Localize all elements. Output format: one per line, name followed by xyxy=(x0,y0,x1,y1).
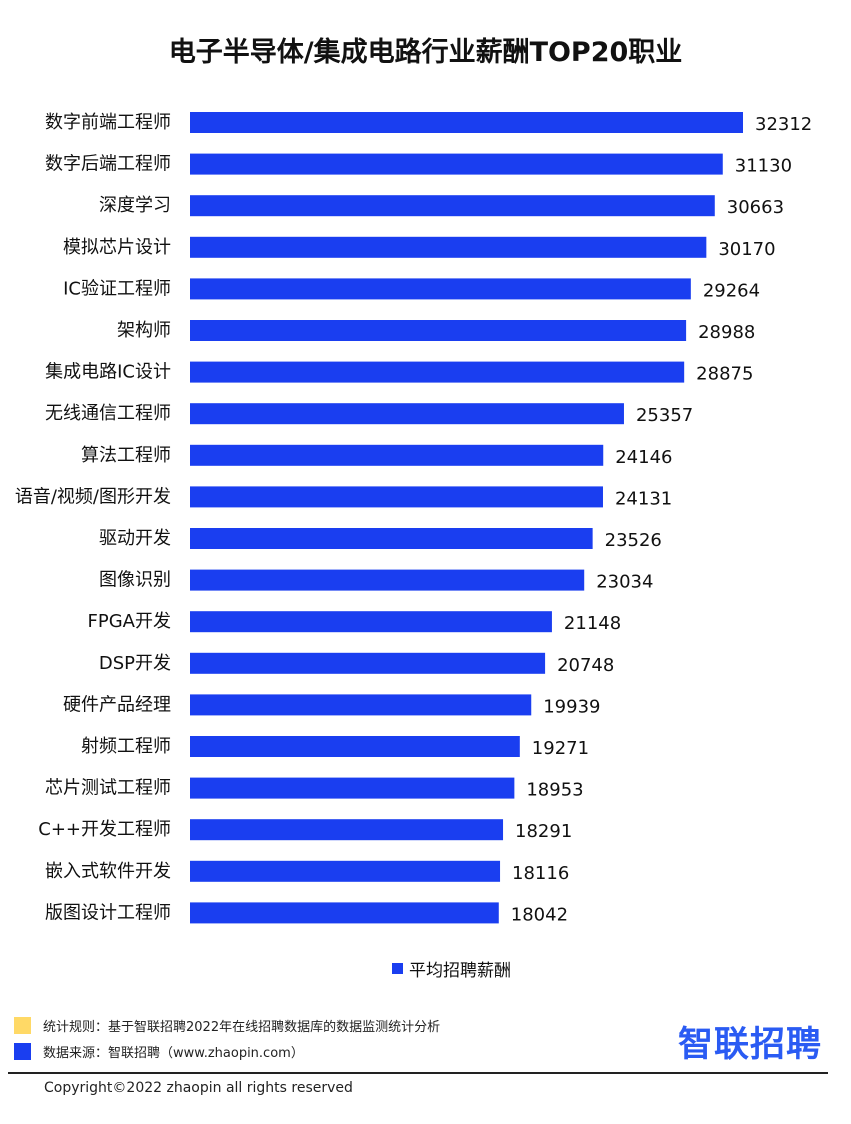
category-label: IC验证工程师 xyxy=(63,278,171,299)
category-label: 硬件产品经理 xyxy=(63,694,171,715)
category-label: 数字前端工程师 xyxy=(45,112,171,133)
category-label: 算法工程师 xyxy=(81,445,171,466)
bar xyxy=(190,486,603,508)
note-source-marker xyxy=(14,1043,31,1060)
category-label: 芯片测试工程师 xyxy=(45,778,171,799)
category-label: 语音/视频/图形开发 xyxy=(15,486,171,507)
data-label: 32312 xyxy=(755,114,812,135)
brand-logo: 智联招聘 xyxy=(678,1025,823,1065)
category-label: 架构师 xyxy=(117,320,171,341)
data-label: 24146 xyxy=(615,447,672,468)
legend: 平均招聘薪酬 xyxy=(392,956,511,981)
bar xyxy=(190,611,552,633)
data-label: 19271 xyxy=(532,738,589,759)
bar xyxy=(190,236,707,258)
bar xyxy=(190,195,715,217)
bar xyxy=(190,777,515,799)
bar xyxy=(190,819,504,841)
bar xyxy=(190,569,585,591)
category-label: 嵌入式软件开发 xyxy=(45,861,171,882)
category-label: 模拟芯片设计 xyxy=(63,237,171,258)
category-label: 版图设计工程师 xyxy=(45,902,171,923)
bar xyxy=(190,528,593,549)
bar xyxy=(190,902,499,924)
category-label: 深度学习 xyxy=(99,195,171,216)
data-label: 25357 xyxy=(636,405,693,426)
copyright-text: Copyright©2022 zhaopin all rights reserv… xyxy=(44,1080,353,1096)
legend-swatch xyxy=(392,962,403,974)
note-source: 数据来源：智联招聘（www.zhaopin.com） xyxy=(14,1042,304,1061)
legend-label: 平均招聘薪酬 xyxy=(409,960,511,981)
bar xyxy=(190,652,546,674)
bar xyxy=(190,153,723,175)
category-label: 射频工程师 xyxy=(81,736,171,757)
data-label: 20748 xyxy=(557,655,614,676)
bar xyxy=(190,736,520,757)
note-rule: 统计规则：基于智联招聘2022年在线招聘数据库的数据监测统计分析 xyxy=(14,1016,440,1035)
data-label: 23526 xyxy=(605,530,662,551)
data-label: 24131 xyxy=(615,488,672,509)
bar xyxy=(190,112,743,133)
data-label: 28988 xyxy=(698,322,755,343)
data-label: 30663 xyxy=(727,197,784,218)
note-rule-text: 统计规则：基于智联招聘2022年在线招聘数据库的数据监测统计分析 xyxy=(43,1020,441,1035)
category-label: DSP开发 xyxy=(99,653,171,674)
bar xyxy=(190,320,687,341)
category-label: 图像识别 xyxy=(99,570,171,591)
category-label: 驱动开发 xyxy=(99,528,171,549)
data-label: 18291 xyxy=(515,821,572,842)
data-label: 18953 xyxy=(526,780,583,801)
footer-divider xyxy=(8,1072,828,1074)
bar xyxy=(190,361,685,383)
category-label: 无线通信工程师 xyxy=(45,403,171,424)
data-label: 18116 xyxy=(512,863,569,884)
bar xyxy=(190,444,604,466)
chart-title: 电子半导体/集成电路行业薪酬TOP20职业 xyxy=(168,37,683,68)
note-source-text: 数据来源：智联招聘（www.zhaopin.com） xyxy=(43,1046,304,1061)
category-label: 数字后端工程师 xyxy=(45,154,171,175)
bar-chart: 数字前端工程师 32312 数字后端工程师 31130 深度学习 30663 模拟芯片设计 3… xyxy=(15,112,812,925)
data-label: 21148 xyxy=(564,613,621,634)
bar xyxy=(190,403,624,425)
data-label: 30170 xyxy=(718,239,775,260)
bar xyxy=(190,860,501,882)
data-label: 19939 xyxy=(543,696,600,717)
data-label: 23034 xyxy=(596,572,653,593)
category-label: FPGA开发 xyxy=(88,611,171,632)
bar xyxy=(190,278,691,300)
data-label: 29264 xyxy=(703,280,760,301)
category-label: C++开发工程师 xyxy=(38,819,171,840)
data-label: 31130 xyxy=(735,156,792,177)
data-label: 18042 xyxy=(511,904,568,925)
bar xyxy=(190,694,532,716)
note-rule-marker xyxy=(14,1017,31,1034)
category-label: 集成电路IC设计 xyxy=(45,362,171,383)
data-label: 28875 xyxy=(696,364,753,385)
